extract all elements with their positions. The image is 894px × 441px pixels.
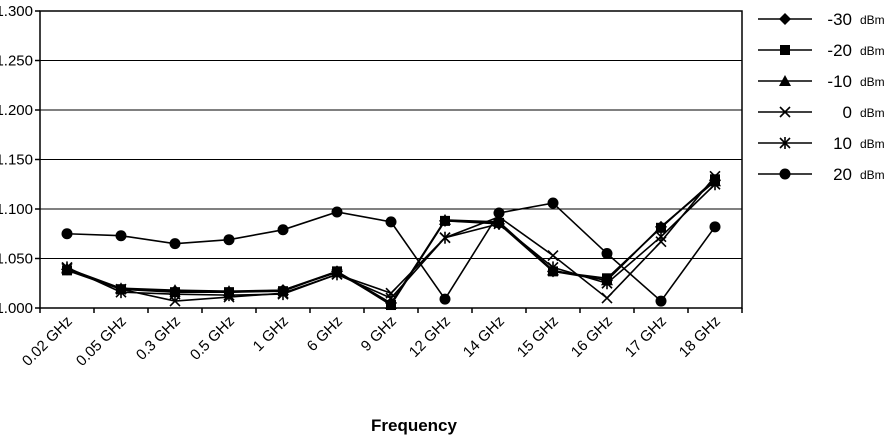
legend-marker xyxy=(779,106,791,118)
data-point xyxy=(709,170,721,182)
legend-unit: dBm xyxy=(860,106,885,120)
legend-marker xyxy=(779,168,791,180)
data-point xyxy=(169,288,181,301)
data-point xyxy=(223,234,235,246)
series-line xyxy=(66,183,716,300)
legend-item: 20 dBm xyxy=(758,165,885,184)
legend-unit: dBm xyxy=(860,137,885,151)
y-tick-label: 1.150 xyxy=(0,152,33,169)
legend: -30 dBm -20 dBm -10 dBm 0 dBm 10 dBm 20 dBm xyxy=(758,10,885,184)
data-point xyxy=(493,207,505,219)
legend-marker xyxy=(779,137,791,149)
legend-label: -20 xyxy=(827,41,852,60)
legend-label: -30 xyxy=(827,10,852,29)
y-tick-label: 1.250 xyxy=(0,53,33,70)
x-tick-label: 0.3 GHz xyxy=(133,313,184,364)
data-point xyxy=(439,293,451,305)
data-point xyxy=(601,292,613,304)
data-point xyxy=(601,277,613,290)
legend-marker xyxy=(779,13,791,25)
series-6 xyxy=(61,197,721,307)
legend-label: 0 xyxy=(843,103,852,122)
legend-label: -10 xyxy=(827,72,852,91)
legend-marker xyxy=(780,45,790,55)
gridlines xyxy=(40,10,742,309)
x-tick-label: 16 GHz xyxy=(568,313,616,361)
legend-unit: dBm xyxy=(860,168,885,182)
x-tick-label: 17 GHz xyxy=(622,313,670,361)
data-point xyxy=(169,238,181,250)
data-point xyxy=(223,289,235,302)
legend-unit: dBm xyxy=(860,75,885,89)
y-tick-label: 1.300 xyxy=(0,3,33,20)
data-point xyxy=(277,224,289,236)
data-point xyxy=(331,268,343,281)
data-point xyxy=(547,261,559,274)
x-axis-label: Frequency xyxy=(371,416,458,435)
data-point xyxy=(115,230,127,242)
data-point xyxy=(61,228,73,240)
legend-item: -20 dBm xyxy=(758,41,885,60)
data-point xyxy=(601,248,613,260)
data-point xyxy=(709,221,721,233)
x-tick-label: 18 GHz xyxy=(676,313,724,361)
data-point xyxy=(385,292,397,305)
data-point xyxy=(547,197,559,209)
data-point xyxy=(439,213,451,225)
series-5 xyxy=(61,178,721,305)
legend-label: 10 xyxy=(833,134,852,153)
y-tick-label: 1.100 xyxy=(0,201,33,218)
series-group xyxy=(61,170,721,311)
data-point xyxy=(655,295,667,307)
legend-item: -10 dBm xyxy=(758,72,885,91)
data-point xyxy=(655,220,667,232)
y-tick-label: 1.200 xyxy=(0,102,33,119)
data-point xyxy=(655,230,667,243)
legend-item: 10 dBm xyxy=(758,134,885,153)
legend-label: 20 xyxy=(833,165,852,184)
data-point xyxy=(439,231,451,244)
x-tick-label: 14 GHz xyxy=(460,313,508,361)
data-point xyxy=(61,261,73,274)
x-tick-label: 0.02 GHz xyxy=(19,313,76,370)
x-tick-label: 15 GHz xyxy=(514,313,562,361)
data-point xyxy=(385,216,397,228)
x-tick-label: 0.5 GHz xyxy=(187,313,238,364)
legend-marker xyxy=(779,75,791,86)
x-tick-label: 6 GHz xyxy=(304,313,346,355)
data-point xyxy=(709,178,721,191)
series-line xyxy=(66,175,716,302)
series-4 xyxy=(61,170,721,307)
y-axis: 1.000 1.050 1.100 1.150 1.200 1.250 1.300 xyxy=(0,3,40,317)
y-tick-label: 1.050 xyxy=(0,251,33,268)
x-tick-label: 1 GHz xyxy=(250,313,292,355)
legend-item: -30 dBm xyxy=(758,10,885,29)
data-point xyxy=(277,288,289,301)
x-tick-label: 12 GHz xyxy=(406,313,454,361)
y-tick-label: 1.000 xyxy=(0,300,33,317)
data-point xyxy=(331,206,343,218)
data-point xyxy=(115,286,127,299)
x-tick-label: 9 GHz xyxy=(358,313,400,355)
x-tick-label: 0.05 GHz xyxy=(73,313,130,370)
legend-unit: dBm xyxy=(860,44,885,58)
data-point xyxy=(493,217,505,230)
legend-item: 0 dBm xyxy=(758,103,885,122)
legend-unit: dBm xyxy=(860,13,885,27)
data-point xyxy=(547,249,559,262)
